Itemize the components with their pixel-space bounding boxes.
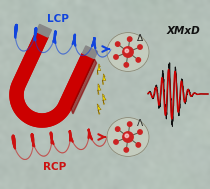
Polygon shape [10,32,94,127]
Text: Λ: Λ [136,119,143,129]
Circle shape [123,47,133,57]
Circle shape [125,49,129,53]
Circle shape [124,148,129,152]
Circle shape [123,132,133,142]
Circle shape [125,134,129,138]
Circle shape [124,63,129,67]
Polygon shape [10,32,94,127]
Circle shape [138,45,142,49]
Text: LCP: LCP [47,14,69,24]
Circle shape [127,122,132,126]
Ellipse shape [107,118,149,156]
Circle shape [114,140,118,144]
Circle shape [136,143,140,147]
Ellipse shape [107,33,149,71]
Circle shape [127,37,132,41]
Text: Δ: Δ [136,34,143,43]
Polygon shape [36,24,51,37]
Circle shape [136,58,140,62]
Text: RCP: RCP [43,162,67,172]
Circle shape [138,130,142,134]
Polygon shape [97,104,101,114]
Polygon shape [97,64,101,74]
Polygon shape [83,46,98,59]
Circle shape [116,127,120,131]
Circle shape [114,55,118,59]
Polygon shape [102,74,106,84]
Polygon shape [71,59,97,114]
Text: XMxD: XMxD [166,26,200,36]
Polygon shape [98,84,101,94]
Circle shape [116,42,120,46]
Polygon shape [102,94,106,104]
